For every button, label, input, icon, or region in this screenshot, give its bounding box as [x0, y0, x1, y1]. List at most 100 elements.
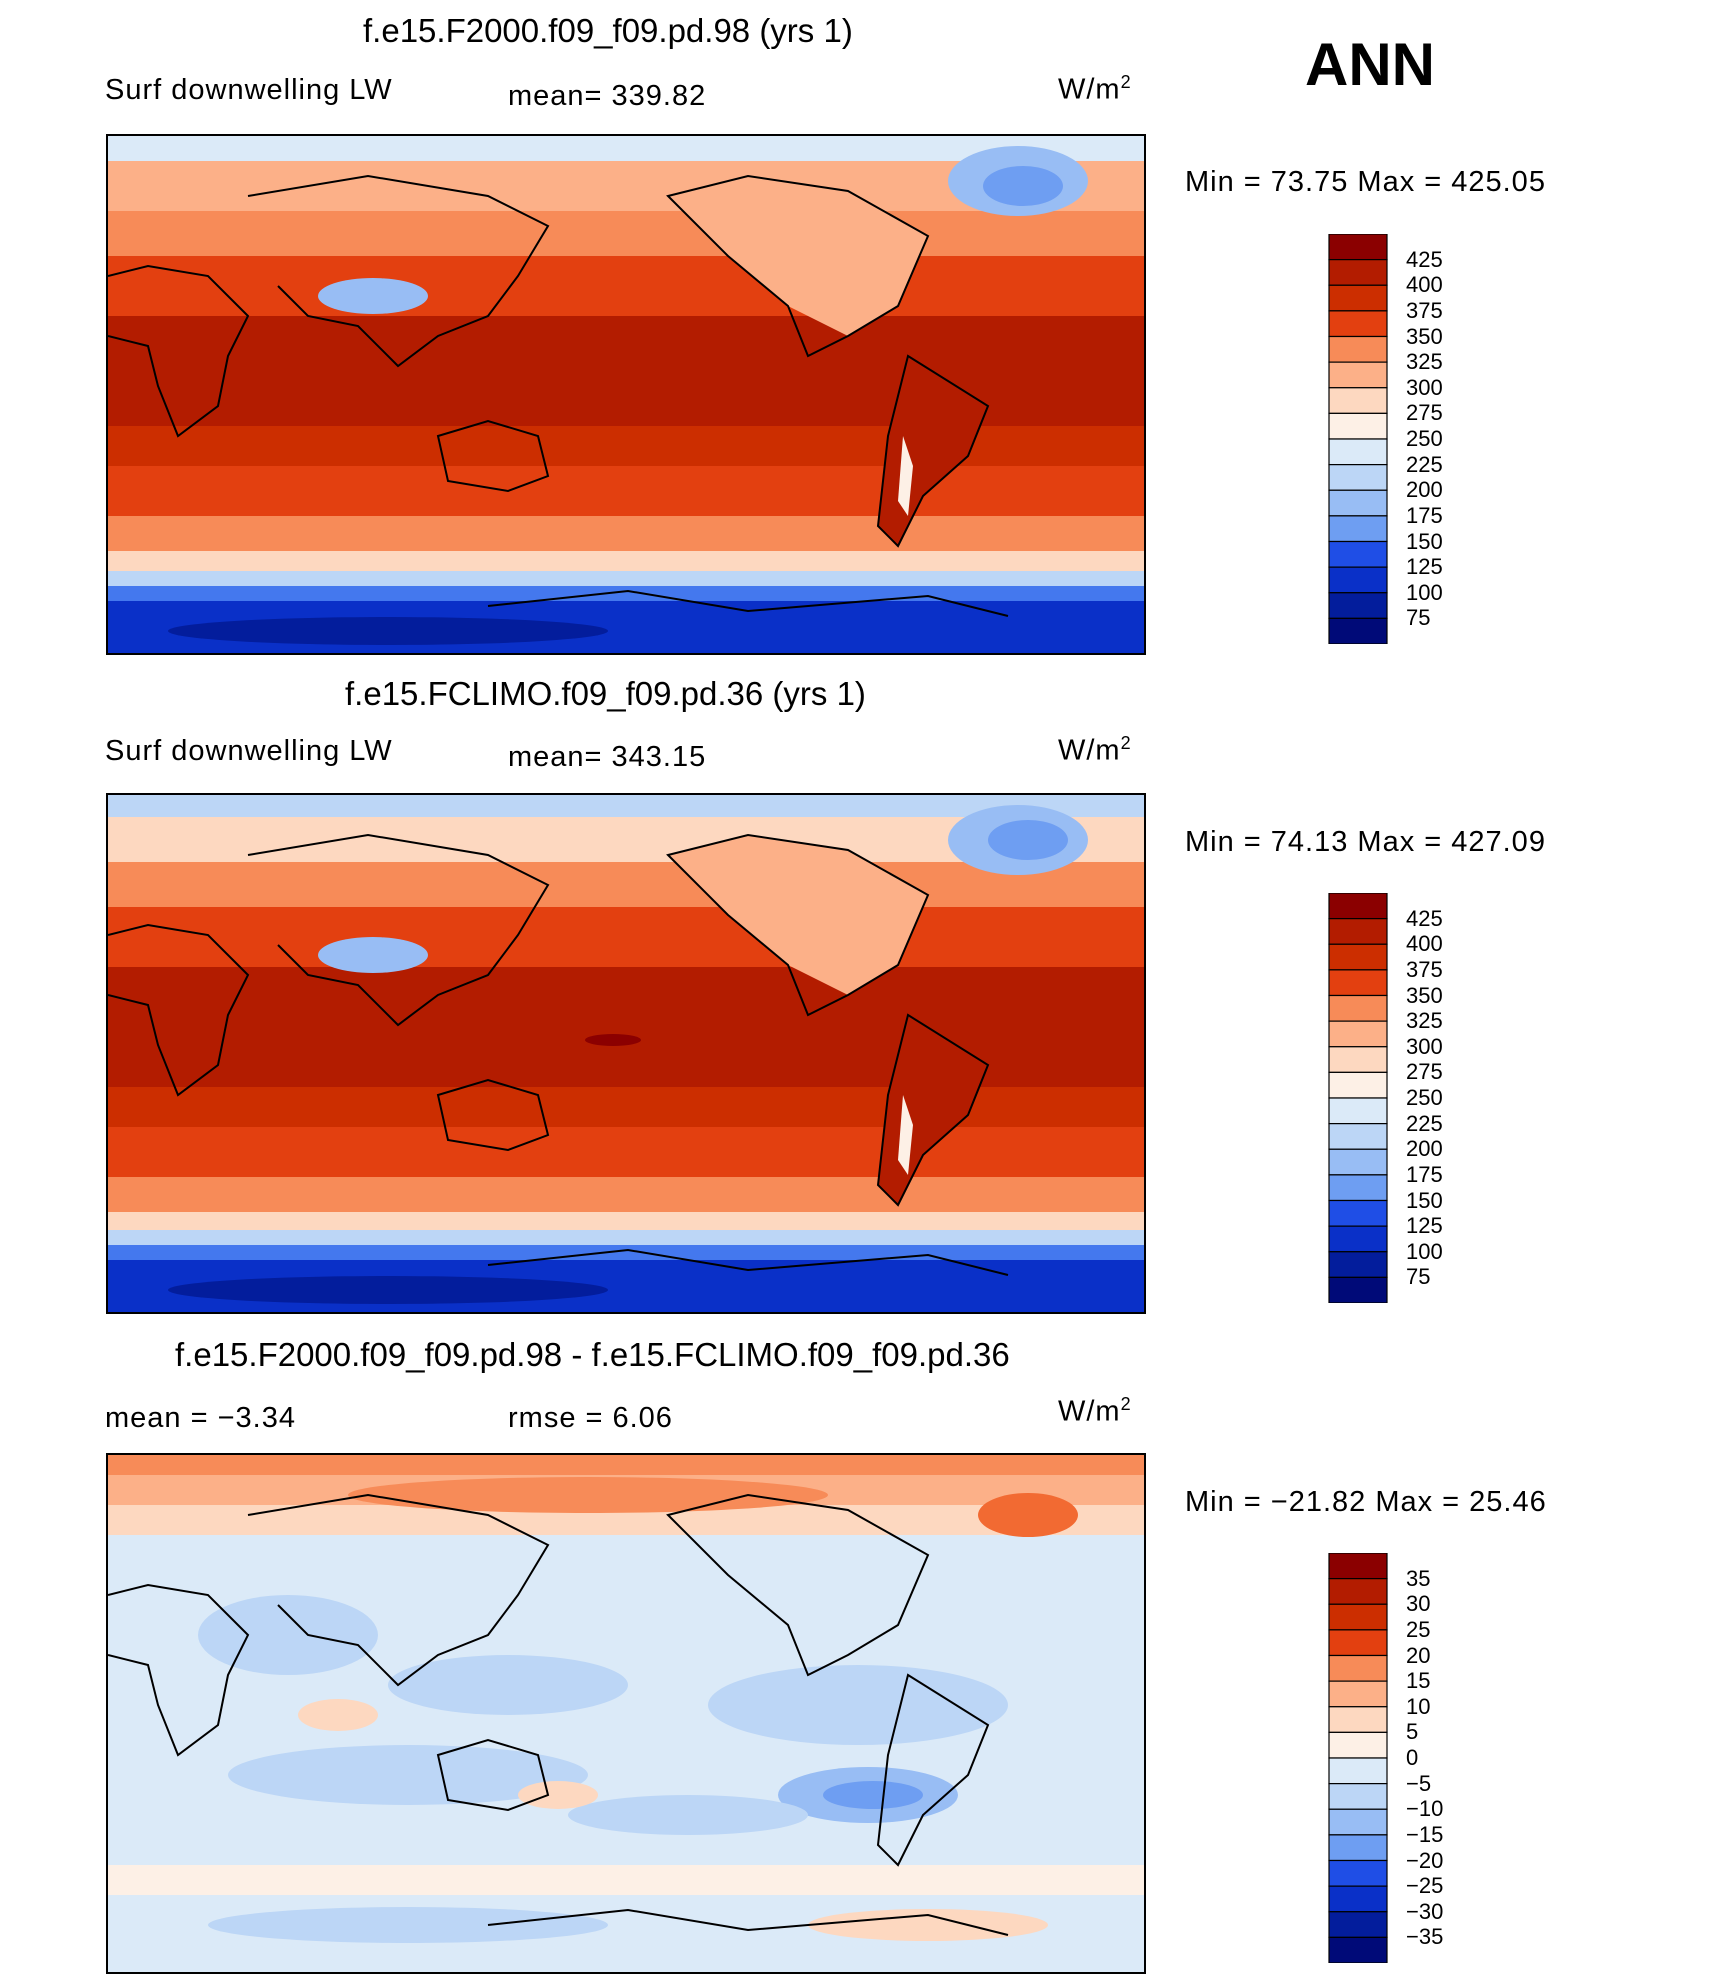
colorbar-tick-label: 10 — [1406, 1693, 1431, 1719]
panel-1-map — [106, 134, 1146, 655]
colorbar-bin — [1328, 234, 1388, 261]
colorbar-tick-label: 100 — [1406, 1238, 1443, 1264]
units-exp: 2 — [1120, 72, 1132, 92]
colorbar-bin — [1328, 361, 1388, 389]
units-exp: 2 — [1120, 1394, 1132, 1414]
panel-1-title: f.e15.F2000.f09_f09.pd.98 (yrs 1) — [363, 12, 853, 49]
panel-2-map-field — [108, 795, 1144, 1312]
colorbar-bin — [1328, 335, 1388, 363]
colorbar-tick-label: 75 — [1406, 1264, 1431, 1290]
panel-3-colorbar: 35 30 25 20 15 10 5 0 −5 −10 −15 −20 −25 −30 −35 — [1328, 1553, 1443, 1963]
colorbar-tick-label: 175 — [1406, 502, 1443, 528]
colorbar-tick-label: 275 — [1406, 1059, 1443, 1085]
colorbar-tick-label: 225 — [1406, 1110, 1443, 1136]
colorbar-bin — [1328, 438, 1388, 466]
units-base: W/m — [1058, 1395, 1121, 1428]
colorbar-bin — [1328, 1654, 1388, 1682]
colorbar-tick-label: 250 — [1406, 1085, 1443, 1110]
panel-1-units: W/m2 — [1058, 72, 1132, 107]
colorbar-tick-label: 325 — [1406, 1008, 1443, 1034]
colorbar-bin — [1328, 1706, 1388, 1733]
colorbar-tick-label: −10 — [1406, 1796, 1444, 1822]
panel-2-title: f.e15.FCLIMO.f09_f09.pd.36 (yrs 1) — [345, 675, 866, 712]
panel-1-map-field — [108, 136, 1144, 653]
colorbar-bin — [1328, 617, 1388, 644]
colorbar-bin — [1328, 1148, 1388, 1176]
colorbar-tick-label: 375 — [1406, 297, 1443, 323]
panel-3-minmax: Min = −21.82 Max = 25.46 — [1185, 1486, 1547, 1518]
colorbar-tick-label: 400 — [1406, 931, 1443, 957]
colorbar-tick-label: −20 — [1406, 1847, 1444, 1873]
colorbar-bin — [1328, 1629, 1388, 1657]
colorbar-tick-label: 15 — [1406, 1668, 1431, 1694]
colorbar-tick-label: 35 — [1406, 1565, 1431, 1591]
colorbar-bin — [1328, 943, 1388, 971]
colorbar-tick-label: 25 — [1406, 1616, 1431, 1642]
colorbar-tick-label: 225 — [1406, 451, 1443, 477]
colorbar-bin — [1328, 1225, 1388, 1253]
colorbar-bin — [1328, 1936, 1388, 1963]
colorbar-tick-label: 20 — [1406, 1642, 1431, 1668]
colorbar-bin — [1328, 1123, 1388, 1150]
colorbar-tick-label: −25 — [1406, 1873, 1444, 1899]
colorbar-bin — [1328, 592, 1388, 619]
colorbar-tick-label: −30 — [1406, 1898, 1444, 1924]
colorbar-tick-label: 175 — [1406, 1161, 1443, 1187]
colorbar-tick-label: 350 — [1406, 982, 1443, 1008]
colorbar-bin — [1328, 259, 1388, 286]
colorbar-bin — [1328, 1199, 1388, 1227]
panel-1-minmax: Min = 73.75 Max = 425.05 — [1185, 166, 1546, 198]
colorbar-bin — [1328, 1834, 1388, 1862]
season-label: ANN — [1305, 31, 1435, 98]
colorbar-bin — [1328, 994, 1388, 1022]
colorbar-bin — [1328, 1578, 1388, 1605]
colorbar-tick-label: 350 — [1406, 323, 1443, 349]
colorbar-bin — [1328, 1783, 1388, 1810]
colorbar-tick-label: 150 — [1406, 528, 1443, 554]
colorbar-tick-label: 30 — [1406, 1591, 1431, 1617]
colorbar-tick-label: 5 — [1406, 1719, 1419, 1745]
panel-2-variable: Surf downwelling LW — [105, 735, 393, 767]
panel-1-colorbar: 425 400 375 350 325 300 275 250 225 200 175 150 125 1… — [1328, 234, 1443, 644]
colorbar-tick-label: −15 — [1406, 1821, 1444, 1847]
colorbar-bin — [1328, 1808, 1388, 1836]
panel-2-mean: mean= 343.15 — [508, 741, 707, 773]
colorbar-tick-label: 375 — [1406, 956, 1443, 982]
colorbar-bin — [1328, 464, 1388, 491]
panel-1-variable: Surf downwelling LW — [105, 74, 393, 106]
colorbar-svg — [1328, 234, 1388, 644]
colorbar-tick-label: 300 — [1406, 374, 1443, 400]
colorbar-bin — [1328, 1071, 1388, 1099]
colorbar-svg — [1328, 1553, 1388, 1963]
colorbar-bin — [1328, 969, 1388, 997]
colorbar-bin — [1328, 1046, 1388, 1073]
panel-1-mean: mean= 339.82 — [508, 80, 707, 112]
colorbar-bin — [1328, 489, 1388, 517]
colorbar-tick-label: −35 — [1406, 1924, 1444, 1950]
colorbar-bin — [1328, 1911, 1388, 1938]
panel-2-minmax: Min = 74.13 Max = 427.09 — [1185, 826, 1546, 858]
colorbar-tick-label: 425 — [1406, 246, 1443, 272]
colorbar-tick-label: 400 — [1406, 272, 1443, 298]
colorbar-tick-label: −5 — [1406, 1770, 1432, 1796]
colorbar-bin — [1328, 1553, 1388, 1580]
colorbar-bin — [1328, 1885, 1388, 1913]
colorbar-bin — [1328, 1603, 1388, 1631]
colorbar-bin — [1328, 387, 1388, 414]
colorbar-bin — [1328, 566, 1388, 594]
colorbar-svg — [1328, 893, 1388, 1303]
colorbar-tick-label: 75 — [1406, 605, 1431, 631]
colorbar-tick-label: 125 — [1406, 1213, 1443, 1239]
colorbar-bin — [1328, 1174, 1388, 1202]
panel-2-map — [106, 793, 1146, 1314]
colorbar-tick-label: 0 — [1406, 1745, 1419, 1770]
colorbar-bin — [1328, 540, 1388, 568]
panel-3-rmse: rmse = 6.06 — [508, 1402, 673, 1434]
panel-3-title: f.e15.F2000.f09_f09.pd.98 - f.e15.FCLIMO… — [175, 1336, 1010, 1373]
colorbar-tick-label: 425 — [1406, 905, 1443, 931]
colorbar-bin — [1328, 310, 1388, 338]
colorbar-bin — [1328, 284, 1388, 312]
units-base: W/m — [1058, 73, 1121, 106]
panel-3-map-field — [108, 1455, 1144, 1972]
colorbar-bin — [1328, 1731, 1388, 1759]
